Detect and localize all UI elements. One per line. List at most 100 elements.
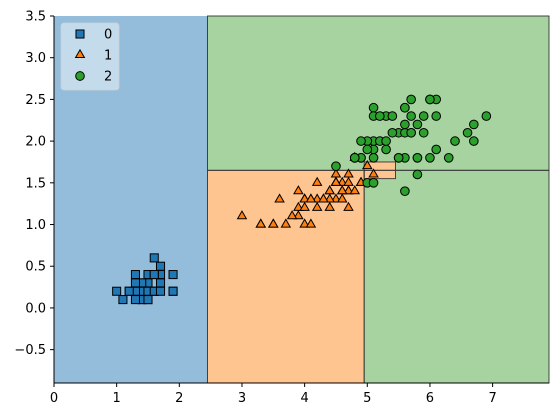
data-point-class-2: [362, 144, 373, 155]
data-point-class-0: [155, 261, 166, 271]
data-point-class-2: [431, 111, 442, 121]
data-point-class-1: [324, 201, 335, 211]
data-point-class-2: [381, 144, 391, 155]
data-point-class-1: [268, 218, 279, 228]
y-tick-label: 1.0: [25, 218, 46, 233]
legend-label: 0: [104, 28, 112, 43]
data-point-class-1: [286, 210, 298, 220]
data-point-class-1: [349, 185, 361, 195]
x-tick-label: 0: [50, 391, 58, 406]
data-point-class-2: [450, 136, 460, 146]
x-tick-label: 6: [426, 391, 434, 406]
data-point-class-2: [468, 119, 479, 130]
data-point-class-1: [299, 201, 310, 211]
decision-region-class-2: [207, 16, 549, 171]
data-point-class-1: [255, 218, 267, 228]
data-point-class-2: [431, 144, 442, 155]
data-point-class-2: [349, 152, 360, 163]
data-point-class-2: [400, 119, 410, 130]
x-tick-label: 1: [113, 391, 121, 406]
legend-marker-1: [74, 48, 86, 59]
y-tick-label: −0.5: [14, 343, 46, 358]
legend: 0 1 2: [60, 22, 120, 91]
legend-label: 1: [104, 49, 112, 64]
legend-label: 2: [104, 70, 112, 85]
data-point-class-2: [412, 169, 423, 180]
data-point-class-2: [368, 102, 379, 113]
y-tick-label: 2.0: [25, 135, 46, 150]
data-point-class-2: [406, 94, 416, 105]
data-point-class-1: [274, 193, 285, 203]
data-point-class-2: [368, 178, 379, 188]
y-tick-label: 1.5: [25, 176, 46, 191]
data-point-class-1: [343, 201, 354, 211]
decision-regions: [54, 16, 549, 383]
data-point-class-1: [305, 193, 317, 203]
y-tick-label: 0.0: [25, 301, 46, 316]
data-point-class-2: [412, 152, 423, 163]
data-point-class-1: [343, 176, 354, 186]
data-point-class-2: [425, 152, 435, 163]
data-point-class-1: [293, 201, 304, 211]
data-point-class-2: [406, 127, 416, 138]
data-point-class-1: [343, 185, 354, 195]
data-point-class-0: [168, 286, 178, 296]
x-tick-label: 7: [488, 391, 496, 406]
data-point-class-1: [311, 176, 323, 186]
data-point-class-2: [468, 136, 479, 146]
data-point-class-1: [293, 210, 304, 220]
axes: [53, 16, 549, 384]
data-point-class-2: [387, 111, 398, 121]
decision-region-class-1: [207, 170, 365, 383]
data-point-class-1: [311, 201, 323, 211]
data-point-class-0: [130, 278, 140, 288]
data-point-class-0: [155, 286, 166, 296]
y-ticks: −0.5 0.0 0.5 1.0 1.5 2.0 2.5 3.0 3.5: [14, 10, 54, 358]
y-tick-label: 0.5: [25, 260, 46, 275]
data-point-class-1: [368, 168, 379, 178]
region-boundary: [363, 161, 396, 180]
data-point-class-0: [149, 253, 159, 263]
data-point-class-2: [387, 127, 398, 138]
data-point-class-2: [462, 127, 473, 138]
y-tick-label: 2.5: [25, 93, 46, 108]
data-point-class-2: [356, 136, 366, 146]
data-point-class-0: [143, 295, 153, 305]
data-point-class-2: [381, 136, 391, 146]
data-point-class-0: [112, 286, 122, 296]
y-tick-label: 3.5: [25, 10, 46, 25]
data-point-class-2: [418, 127, 429, 138]
legend-marker-2: [75, 71, 85, 81]
data-point-class-2: [406, 111, 416, 121]
data-point-class-1: [336, 185, 348, 195]
data-point-class-2: [418, 111, 429, 121]
data-point-class-2: [425, 94, 435, 105]
x-tick-label: 2: [175, 391, 183, 406]
data-point-class-1: [280, 218, 292, 228]
data-point-class-2: [443, 152, 454, 163]
data-point-class-2: [400, 186, 410, 196]
data-point-class-0: [118, 295, 128, 305]
data-point-class-1: [330, 193, 342, 203]
data-point-class-2: [375, 111, 385, 121]
data-point-class-1: [293, 185, 304, 195]
y-tick-label: 3.0: [25, 51, 46, 66]
data-point-class-2: [331, 161, 341, 171]
data-point-class-1: [336, 193, 348, 203]
legend-box: [60, 22, 120, 91]
data-point-class-1: [330, 168, 342, 178]
data-point-class-1: [330, 176, 342, 186]
data-point-class-2: [400, 102, 410, 113]
data-point-class-0: [130, 295, 140, 305]
data-point-class-0: [155, 278, 166, 288]
data-point-class-2: [368, 152, 379, 163]
data-point-class-0: [168, 270, 178, 280]
x-tick-label: 5: [363, 391, 371, 406]
data-points: [112, 94, 492, 305]
decision-region-class-2: [364, 170, 549, 383]
data-point-class-0: [130, 270, 140, 280]
data-point-class-1: [362, 160, 373, 170]
data-point-class-1: [236, 210, 248, 220]
data-point-class-1: [305, 218, 317, 228]
